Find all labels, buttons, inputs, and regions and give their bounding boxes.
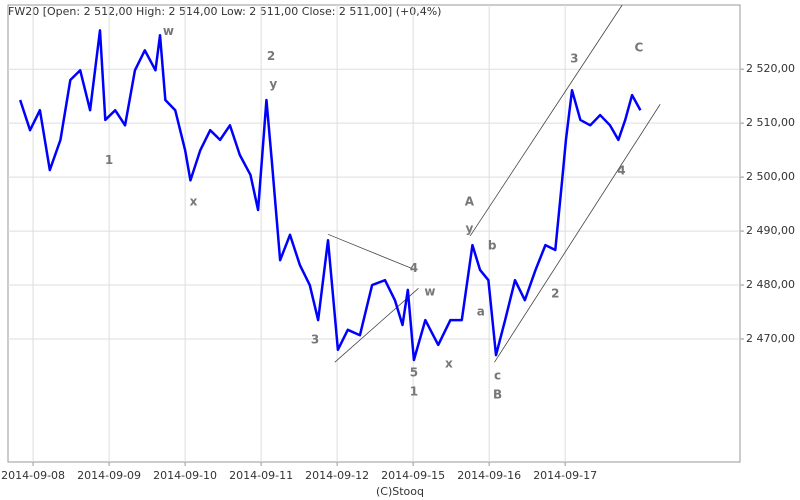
wave-label: A: [465, 194, 475, 208]
wave-label: x: [190, 194, 198, 208]
trend-line: [334, 287, 419, 363]
wave-label: w: [424, 285, 435, 299]
wave-label: 4: [410, 261, 418, 275]
wave-label: y: [269, 77, 277, 91]
wave-label: 1: [410, 384, 418, 398]
y-tick-label: 2 480,00: [746, 278, 795, 291]
x-tick-label: 2014-09-15: [381, 469, 445, 482]
wave-label: C: [634, 41, 643, 55]
wave-label: c: [494, 369, 501, 383]
y-tick-label: 2 510,00: [746, 116, 795, 129]
x-tick-label: 2014-09-09: [77, 469, 141, 482]
x-tick-label: 2014-09-12: [305, 469, 369, 482]
y-tick-label: 2 490,00: [746, 224, 795, 237]
wave-label: 2: [267, 49, 275, 63]
wave-label: a: [477, 305, 485, 319]
y-tick-label: 2 500,00: [746, 170, 795, 183]
wave-label: 3: [570, 51, 578, 65]
footer: (C)Stooq: [376, 485, 424, 498]
wave-label: x: [445, 356, 453, 370]
wave-label: b: [488, 239, 497, 253]
trend-line: [327, 233, 416, 271]
price-line: [18, 29, 642, 362]
x-tick-label: 2014-09-17: [533, 469, 597, 482]
trend-line: [494, 104, 661, 363]
y-tick-label: 2 520,00: [746, 62, 795, 75]
wave-label: 2: [551, 287, 559, 301]
x-tick-label: 2014-09-10: [153, 469, 217, 482]
x-tick-label: 2014-09-16: [457, 469, 521, 482]
chart-title: FW20 [Open: 2 512,00 High: 2 514,00 Low:…: [8, 5, 441, 18]
wave-label: B: [493, 388, 502, 402]
wave-label: 4: [617, 164, 625, 178]
plot-frame: [7, 4, 741, 463]
wave-label: 3: [311, 333, 319, 347]
x-tick-label: 2014-09-11: [229, 469, 293, 482]
y-tick-label: 2 470,00: [746, 332, 795, 345]
wave-label: 1: [105, 153, 113, 167]
wave-label: 5: [410, 365, 418, 379]
wave-label: y: [465, 221, 473, 235]
wave-label: w: [163, 24, 174, 38]
trend-line: [469, 4, 623, 237]
x-tick-label: 2014-09-08: [1, 469, 65, 482]
